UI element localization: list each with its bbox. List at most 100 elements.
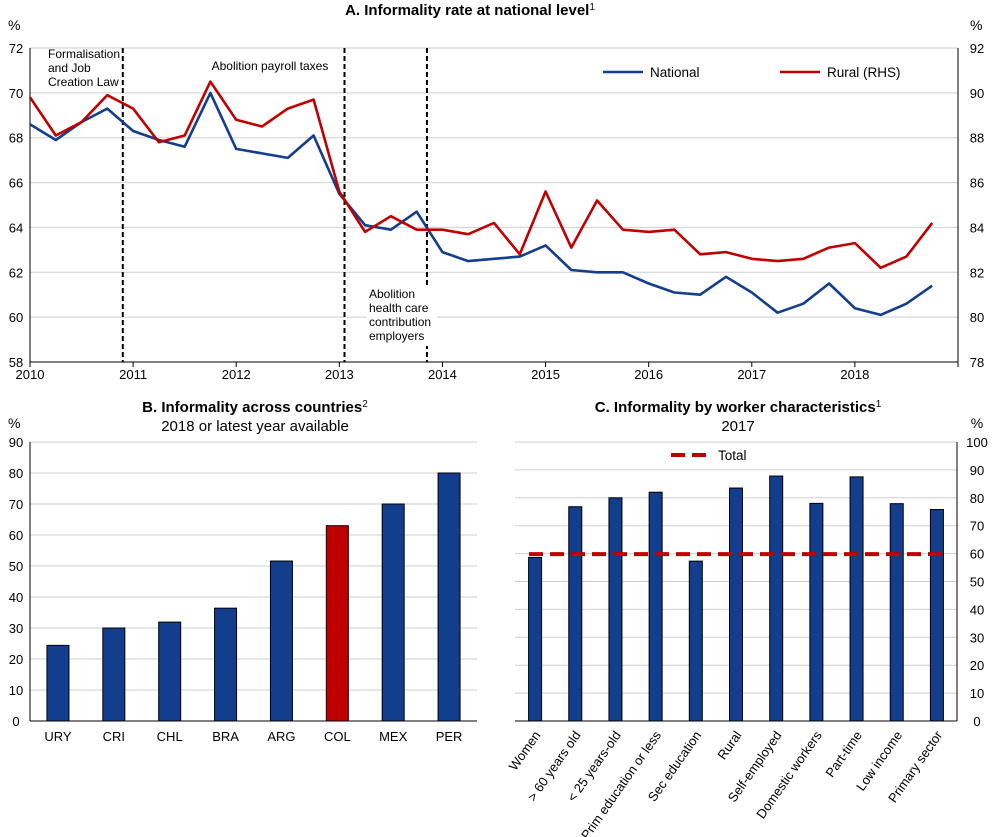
panel-c-tick-label: 40	[970, 602, 984, 617]
panel-a-event-annotation: contribution	[369, 315, 431, 329]
panel-a-x-tick-label: 2014	[428, 367, 457, 382]
panel-b-category-label: MEX	[379, 729, 408, 744]
panel-c-subtitle: 2017	[721, 418, 754, 435]
panel-a-x-tick-label: 2015	[531, 367, 560, 382]
panel-c-bar	[889, 503, 904, 722]
panel-b-category-label: URY	[44, 729, 72, 744]
panel-c-tick-label: 70	[970, 519, 984, 534]
panel-c-bar	[608, 497, 623, 722]
panel-c-category-label: Rural	[714, 728, 744, 762]
panel-b-category-label: BRA	[212, 729, 239, 744]
panel-c-unit: %	[971, 415, 983, 431]
panel-c-bar	[688, 560, 703, 722]
panel-a-x-tick-label: 2017	[737, 367, 766, 382]
panel-b-tick-label: 10	[9, 683, 23, 698]
panel-b-bar-chart: B. Informality across countries2 2018 or …	[8, 399, 477, 744]
panel-a-right-unit: %	[970, 17, 982, 33]
panel-a-right-tick-label: 92	[970, 41, 984, 56]
panel-a-legend-label: National	[650, 65, 700, 80]
panel-b-category-label: COL	[324, 729, 351, 744]
panel-b-tick-label: 90	[9, 435, 23, 450]
panel-b-tick-label: 0	[12, 714, 19, 729]
panel-a-left-unit: %	[8, 17, 20, 33]
panel-c-category-label: Women	[506, 728, 544, 773]
panel-c-tick-label: 0	[973, 714, 980, 729]
panel-a-left-tick-label: 64	[9, 220, 23, 235]
panel-c-tick-label: 10	[970, 686, 984, 701]
panel-a-left-tick-label: 70	[9, 86, 23, 101]
panel-a-event-annotation: Formalisation	[48, 47, 120, 61]
panel-b-bar	[46, 644, 70, 722]
panel-b-tick-label: 20	[9, 652, 23, 667]
panel-a-left-tick-label: 60	[9, 310, 23, 325]
panel-b-unit: %	[8, 415, 20, 431]
panel-c-tick-label: 100	[966, 435, 988, 450]
panel-a-event-annotation: and Job	[48, 61, 91, 75]
panel-a-event-annotation: employers	[369, 329, 424, 343]
panel-b-subtitle: 2018 or latest year available	[161, 418, 349, 435]
panel-b-bar	[214, 607, 238, 722]
panel-a-x-tick-label: 2013	[325, 367, 354, 382]
panel-c-category-label: Part-time	[822, 728, 865, 780]
panel-a-legend-label: Rural (RHS)	[827, 65, 901, 80]
panel-a-event-annotation: health care	[369, 301, 429, 315]
panel-c-bar	[729, 487, 743, 722]
panel-c-bar	[929, 509, 944, 722]
panel-a-x-tick-label: 2018	[840, 367, 869, 382]
panel-c-bar	[769, 475, 784, 722]
panel-b-bar	[381, 503, 405, 722]
panel-c-tick-label: 90	[970, 463, 984, 478]
panel-c-bar	[568, 506, 583, 722]
panel-b-category-label: PER	[436, 729, 463, 744]
panel-a-annotation-background	[367, 286, 437, 346]
panel-a-national-line	[29, 91, 933, 317]
panel-b-title: B. Informality across countries2	[142, 399, 368, 416]
panel-c-bar	[809, 502, 824, 722]
panel-a-left-tick-label: 68	[9, 131, 23, 146]
panel-c-bar-chart: C. Informality by worker characteristics…	[506, 399, 988, 837]
panel-a-x-tick-label: 2016	[634, 367, 663, 382]
panel-c-bar	[648, 491, 663, 722]
panel-a-x-tick-label: 2012	[222, 367, 251, 382]
panel-a-title: A. Informality rate at national level1	[345, 2, 595, 19]
panel-b-tick-label: 60	[9, 528, 23, 543]
panel-a-line-chart: A. Informality rate at national level1%%…	[8, 2, 984, 382]
panel-b-bar	[102, 627, 126, 722]
panel-a-left-tick-label: 62	[9, 265, 23, 280]
panel-a-rural-line	[28, 80, 934, 270]
panel-c-tick-label: 60	[970, 547, 984, 562]
panel-c-tick-label: 50	[970, 575, 984, 590]
panel-a-right-tick-label: 82	[970, 265, 984, 280]
panel-b-category-label: CHL	[157, 729, 183, 744]
panel-b-tick-label: 50	[9, 559, 23, 574]
panel-a-x-tick-label: 2011	[119, 367, 147, 382]
panel-c-legend-label: Total	[718, 448, 747, 463]
panel-b-tick-label: 80	[9, 466, 23, 481]
panel-b-bar	[158, 621, 182, 722]
panel-a-left-tick-label: 72	[9, 41, 23, 56]
panel-b-bar	[437, 472, 461, 722]
panel-a-right-tick-label: 84	[970, 220, 984, 235]
panel-c-tick-label: 80	[970, 491, 984, 506]
panel-b-tick-label: 70	[9, 497, 23, 512]
panel-c-tick-label: 30	[970, 630, 984, 645]
panel-b-tick-label: 40	[9, 590, 23, 605]
panel-c-bar	[849, 476, 864, 722]
panel-a-right-tick-label: 78	[970, 355, 984, 370]
panel-a-event-annotation: Creation Law	[48, 75, 119, 89]
panel-a-left-tick-label: 58	[9, 355, 23, 370]
panel-a-x-tick-label: 2010	[16, 367, 45, 382]
panel-c-bar	[528, 557, 543, 722]
panel-a-event-annotation: Abolition	[369, 287, 415, 301]
panel-c-title: C. Informality by worker characteristics…	[595, 399, 882, 416]
panel-a-right-tick-label: 88	[970, 131, 984, 146]
panel-a-left-tick-label: 66	[9, 176, 23, 191]
panel-b-category-label: ARG	[267, 729, 295, 744]
panel-b-bar	[269, 560, 293, 722]
panel-a-right-tick-label: 86	[970, 176, 984, 191]
panel-b-bar	[325, 525, 349, 722]
panel-c-tick-label: 20	[970, 658, 984, 673]
panel-a-right-tick-label: 80	[970, 310, 984, 325]
panel-b-category-label: CRI	[103, 729, 125, 744]
